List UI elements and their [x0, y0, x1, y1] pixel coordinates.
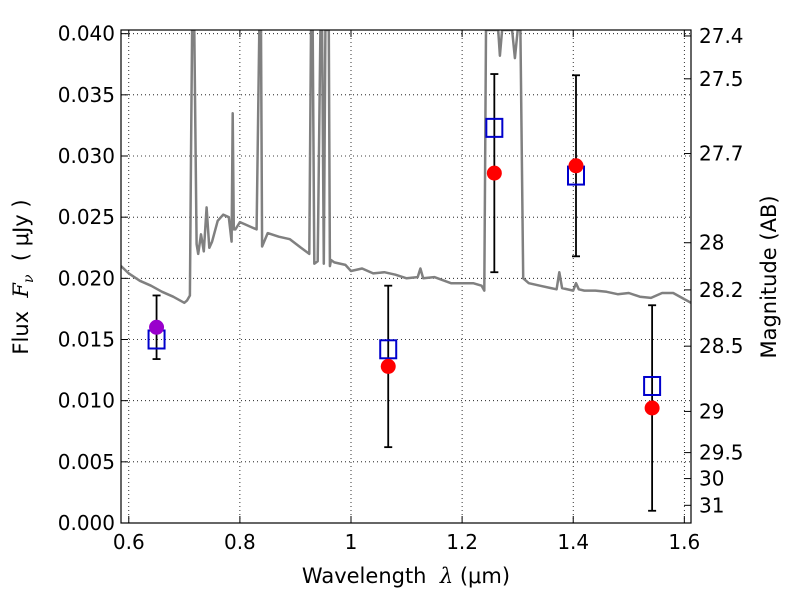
- model-photometry-square: [485, 117, 504, 138]
- axis-ticks: 0.6 0.8 1 1.2 1.4 1.6 0.000 0.005 0.010 0.015 0.02…: [58, 22, 744, 554]
- magnitude-tick-label: 27.5: [699, 67, 744, 91]
- model-spectrum: [121, 30, 691, 305]
- observed-flux-point: [644, 400, 660, 416]
- x-tick-label: 1.2: [446, 530, 478, 554]
- magnitude-tick-label: 28.2: [699, 278, 744, 302]
- y-tick-label: 0.025: [58, 205, 115, 229]
- observed-flux-point: [149, 319, 165, 335]
- y-tick-label: 0.010: [58, 389, 115, 413]
- magnitude-tick-label: 30: [699, 467, 724, 491]
- observed-flux-markers: [149, 158, 660, 416]
- x-tick-label: 1.6: [668, 530, 700, 554]
- x-tick-label: 1: [345, 530, 358, 554]
- x-tick-label: 1.4: [557, 530, 589, 554]
- y-tick-label: 0.020: [58, 266, 115, 290]
- y-tick-label: 0.040: [58, 22, 115, 46]
- observed-flux-point: [568, 158, 584, 174]
- model-photometry-markers: [147, 117, 662, 396]
- magnitude-tick-label: 29.5: [699, 441, 744, 465]
- magnitude-tick-label: 27.4: [699, 24, 744, 48]
- x-tick-label: 0.6: [113, 530, 145, 554]
- magnitude-tick-label: 28.5: [699, 334, 744, 358]
- grid-lines: [121, 30, 691, 524]
- y-tick-label: 0.035: [58, 83, 115, 107]
- y-tick-label: 0.005: [58, 450, 115, 474]
- y-tick-label: 0.000: [58, 511, 115, 535]
- magnitude-tick-label: 31: [699, 493, 724, 517]
- magnitude-tick-label: 29: [699, 399, 724, 423]
- y-tick-label: 0.015: [58, 328, 115, 352]
- plot-frame: [120, 29, 692, 524]
- y-tick-label: 0.030: [58, 144, 115, 168]
- error-bars: [152, 73, 657, 512]
- observed-flux-point: [486, 165, 502, 181]
- magnitude-tick-label: 27.7: [699, 142, 744, 166]
- model-photometry-square: [643, 375, 662, 396]
- magnitude-axis-label: Magnitude (AB): [757, 195, 781, 358]
- x-tick-label: 0.8: [224, 530, 256, 554]
- model-photometry-square: [379, 339, 398, 360]
- y-axis-label: Flux Fν ( μJy ): [9, 199, 37, 354]
- spectrum-line: [121, 30, 691, 305]
- magnitude-tick-label: 28: [699, 231, 724, 255]
- observed-flux-point: [380, 358, 396, 374]
- x-axis-label: Wavelength λ (μm): [302, 564, 510, 588]
